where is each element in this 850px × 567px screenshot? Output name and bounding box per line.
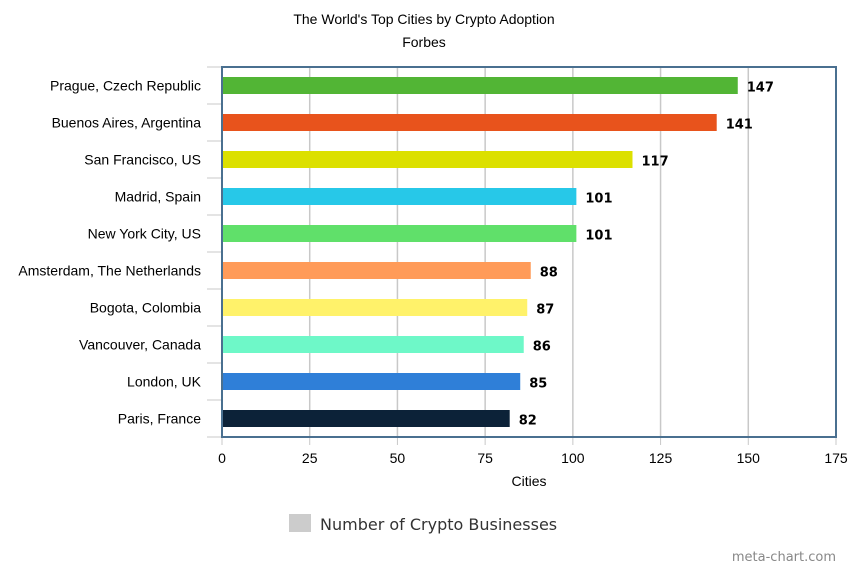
data-label: 101: [585, 229, 612, 244]
bar[interactable]: [222, 151, 633, 168]
category-label: San Francisco, US: [84, 152, 201, 168]
data-label: 87: [536, 303, 554, 318]
data-label: 86: [533, 340, 551, 355]
bar[interactable]: [222, 262, 531, 279]
category-label: Vancouver, Canada: [79, 337, 201, 353]
bars: [222, 77, 738, 427]
data-label: 141: [726, 118, 753, 133]
data-label: 117: [642, 155, 669, 170]
x-tick-label: 150: [737, 450, 761, 466]
x-tick-label: 50: [390, 450, 406, 466]
chart-title: The World's Top Cities by Crypto Adoptio…: [293, 11, 554, 27]
bar[interactable]: [222, 77, 738, 94]
data-label: 85: [529, 377, 547, 392]
category-label: Amsterdam, The Netherlands: [18, 263, 201, 279]
legend-label[interactable]: Number of Crypto Businesses: [320, 515, 557, 534]
x-tick-label: 100: [561, 450, 585, 466]
legend[interactable]: Number of Crypto Businesses: [289, 514, 557, 534]
legend-swatch[interactable]: [289, 514, 311, 532]
x-axis-title: Cities: [511, 473, 546, 489]
bar[interactable]: [222, 336, 524, 353]
category-label: Buenos Aires, Argentina: [52, 115, 202, 131]
data-label: 88: [540, 266, 558, 281]
chart-subtitle: Forbes: [402, 34, 446, 50]
data-label: 101: [585, 192, 612, 207]
labels: 0 25 50 75 100 125 150 175 Prague, Czech Republi…: [18, 78, 848, 467]
x-tick-label: 175: [824, 450, 848, 466]
bar[interactable]: [222, 373, 521, 390]
x-tick-label: 75: [477, 450, 493, 466]
x-tick-label: 0: [218, 450, 226, 466]
category-label: Madrid, Spain: [115, 189, 201, 205]
bar[interactable]: [222, 299, 528, 316]
category-label: Prague, Czech Republic: [50, 78, 201, 94]
category-label: London, UK: [127, 374, 202, 390]
data-label: 147: [747, 81, 774, 96]
bar[interactable]: [222, 188, 577, 205]
bar[interactable]: [222, 410, 510, 427]
bar[interactable]: [222, 114, 717, 131]
plot-frame: [221, 66, 837, 438]
credit-text: meta-chart.com: [732, 550, 836, 565]
x-tick-label: 125: [649, 450, 673, 466]
data-label: 82: [519, 414, 537, 429]
category-label: Bogota, Colombia: [90, 300, 202, 316]
category-label: Paris, France: [118, 411, 201, 427]
x-tick-label: 25: [302, 450, 318, 466]
category-label: New York City, US: [88, 226, 201, 242]
bar[interactable]: [222, 225, 577, 242]
